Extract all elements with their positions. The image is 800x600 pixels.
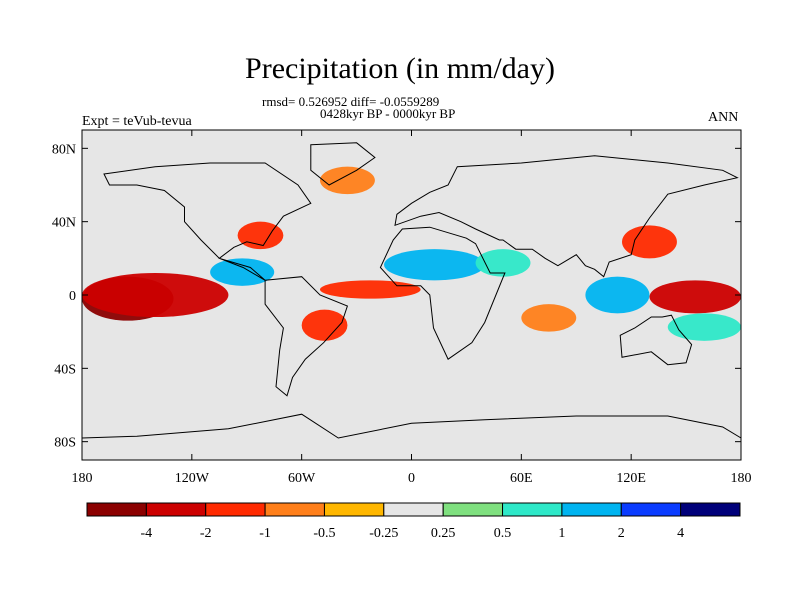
colorbar-label: 2 xyxy=(618,526,625,541)
anomaly-region-9 xyxy=(475,249,531,277)
y-tick-label: 40S xyxy=(54,362,76,377)
anomaly-region-6 xyxy=(319,166,375,195)
colorbar-swatch xyxy=(86,502,147,517)
colorbar-label: 0.25 xyxy=(431,526,456,541)
y-tick-label: 0 xyxy=(69,289,76,304)
colorbar-swatch xyxy=(145,502,207,517)
coastline-south-america xyxy=(264,276,349,397)
x-tick-label: 120E xyxy=(616,471,646,486)
colorbar-label: 4 xyxy=(677,526,684,541)
colorbar-label: 0.5 xyxy=(494,526,512,541)
colorbar-swatch xyxy=(502,502,563,517)
y-tick-label: 80N xyxy=(52,142,76,157)
x-tick-label: 180 xyxy=(731,471,752,486)
anomaly-region-10 xyxy=(585,276,650,314)
x-tick-label: 120W xyxy=(175,471,210,486)
colorbar-label: -0.25 xyxy=(369,526,398,541)
season-label: ANN xyxy=(708,110,739,125)
anomaly-region-8 xyxy=(384,249,485,281)
colorbar-swatch xyxy=(680,502,741,517)
colorbar-swatch xyxy=(442,502,504,517)
rmsd-diff-stats: rmsd= 0.526952 diff= -0.0559289 xyxy=(262,94,440,109)
coastline-north-america xyxy=(103,162,312,281)
colorbar-swatch xyxy=(561,502,622,517)
experiment-label: Expt = teVub-tevua xyxy=(82,114,192,129)
time-period-label: 0428kyr BP - 0000kyr BP xyxy=(320,106,456,121)
colorbar-label: -0.5 xyxy=(313,526,335,541)
colorbar-swatch xyxy=(205,502,266,517)
anomaly-region-1 xyxy=(82,273,229,317)
anomaly-region-2 xyxy=(319,280,421,299)
anomaly-region-7 xyxy=(210,258,275,286)
anomaly-region-11 xyxy=(667,313,742,341)
colorbar-label: -4 xyxy=(141,526,153,541)
anomaly-region-12 xyxy=(622,225,677,259)
colorbar-swatch xyxy=(264,502,325,517)
colorbar-swatch xyxy=(383,502,444,517)
colorbar-label: -1 xyxy=(259,526,271,541)
anomaly-region-4 xyxy=(649,280,741,314)
coastline-australia xyxy=(619,314,693,366)
x-tick-label: 0 xyxy=(408,471,415,486)
y-tick-label: 40N xyxy=(52,216,76,231)
x-tick-label: 180 xyxy=(72,471,93,486)
x-tick-label: 60W xyxy=(288,471,316,486)
coastline-europe-asia xyxy=(394,155,739,278)
colorbar-label: 1 xyxy=(558,526,565,541)
colorbar-swatch xyxy=(620,502,682,517)
coastline-africa-eurasia xyxy=(379,226,506,360)
anomaly-region-3 xyxy=(301,309,348,341)
chart-title: Precipitation (in mm/day) xyxy=(245,52,555,85)
x-tick-label: 60E xyxy=(510,471,533,486)
y-tick-label: 80S xyxy=(54,436,76,451)
colorbar-swatch xyxy=(323,502,385,517)
anomaly-region-13 xyxy=(521,304,577,332)
colorbar-label: -2 xyxy=(200,526,212,541)
coastline-greenland xyxy=(310,142,376,186)
